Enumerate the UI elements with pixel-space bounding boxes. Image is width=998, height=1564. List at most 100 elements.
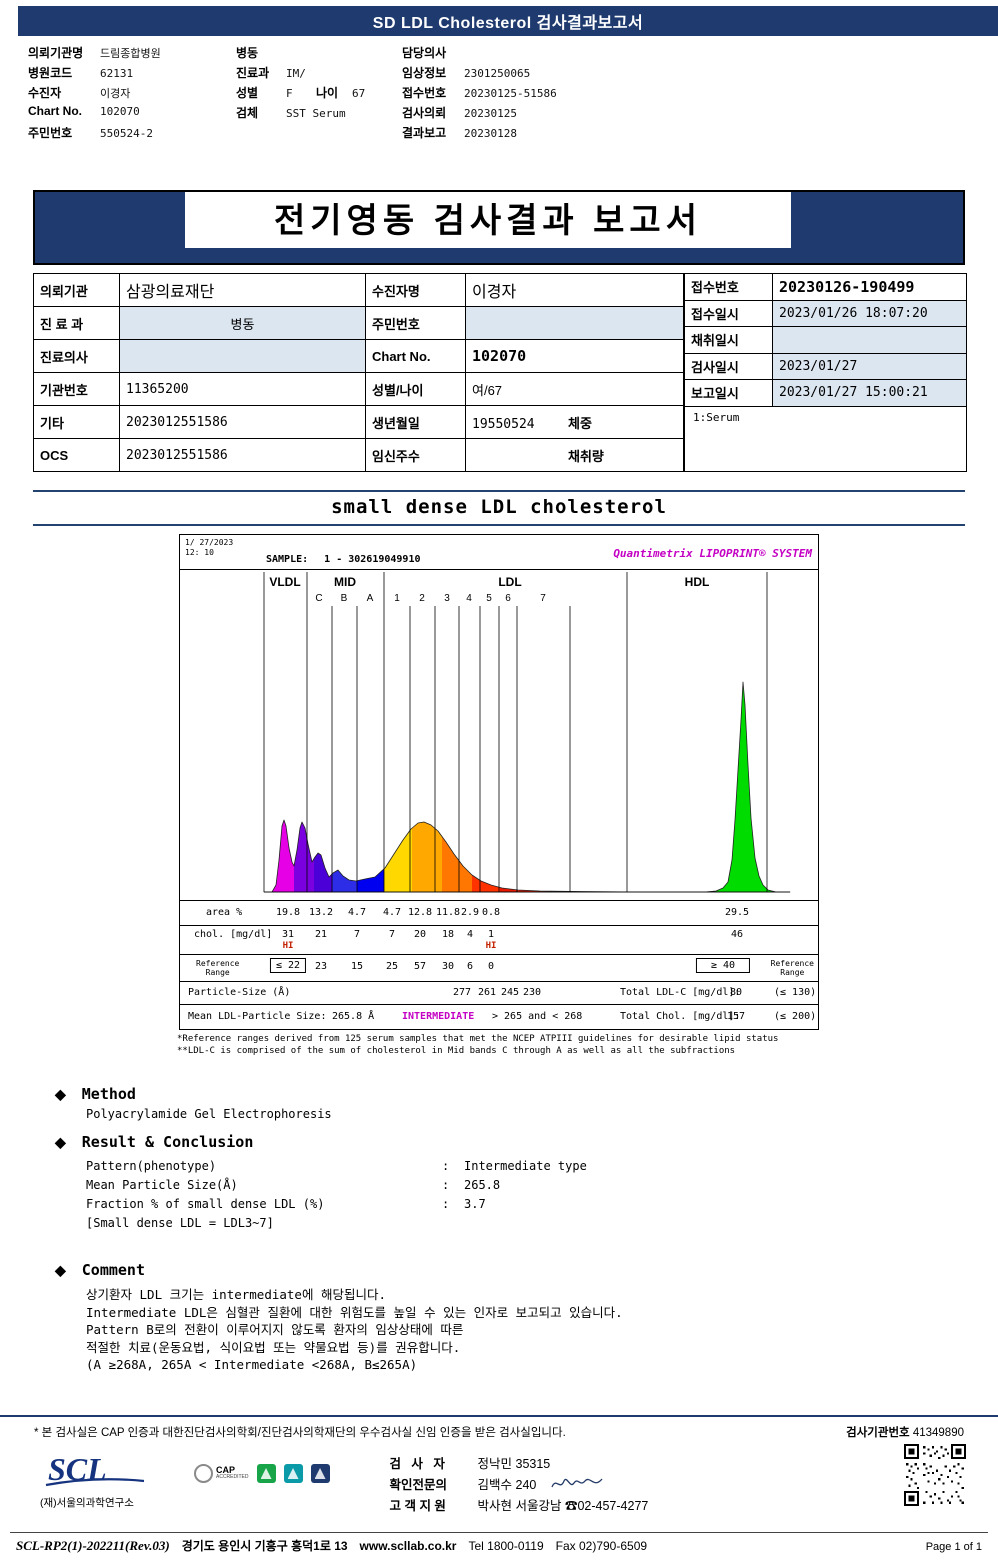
field-label: 병동 [236,46,259,60]
chol-value: 1 [487,929,495,940]
cell-label: 의뢰기관 [33,273,120,307]
patient-info: 의뢰기관명 드림종합병원 병원코드 62131 수진자 이경자 Chart No. 10… [0,36,998,144]
band-label-6: 6 [505,593,511,604]
result-item: Mean Particle Size(Å) : 265.8 [86,1178,998,1197]
sample-value: 1 - 302619049910 [324,554,421,565]
cell-label: 진료의사 [33,339,120,373]
cell-label: 주민번호 [365,306,466,340]
diamond-bullet-icon: ◆ [55,1261,66,1278]
reference-value: 0 [487,961,495,972]
area-value: 11.8 [435,907,461,918]
band-divider-lines [263,572,790,893]
diamond-bullet-icon: ◆ [55,1085,66,1102]
patient-field: 접수번호 20230125-51586 [402,84,557,104]
patient-field: 검사의뢰 20230125 [402,104,557,124]
page-number: Page 1 of 1 [925,1541,982,1553]
chol-value: 20 [413,929,427,940]
cell-label: 접수일시 [684,299,773,328]
total-ldlc-value: 80 [729,987,743,998]
chol-row-label: chol. [mg/dl] [194,929,273,940]
result-note: [Small dense LDL = LDL3~7] [86,1216,274,1230]
lab-website: www.scllab.co.kr [359,1539,457,1553]
field-value: 20230125 [464,107,517,120]
cell-value: 11365200 [119,372,366,406]
band-label-7: 7 [540,593,546,604]
field-label: 검사의뢰 [402,106,447,120]
patient-field: 담당의사 [402,44,557,64]
chol-value: 21 [314,929,328,940]
comment-line: 적절한 치료(운동요법, 식이요법 또는 약물요법 등)를 권유합니다. [86,1339,461,1355]
cell-value: 채취량 [465,438,684,472]
method-heading: ◆ Method [55,1083,998,1105]
chart-footnotes: *Reference ranges derived from 125 serum… [177,1033,821,1057]
particle-row-label: Particle-Size (Å) [188,987,291,998]
total-ldlc-reference: (≤ 130) [774,987,817,998]
table-row: 검사일시 2023/01/27 [684,352,967,381]
lipoprint-chart-box: 1/ 27/2023 12: 10 SAMPLE: 1 - 30261904991… [179,534,819,1030]
accreditation-logo-green-icon [256,1464,276,1483]
table-row: 의뢰기관 삼광의료재단 수진자명 이경자 [33,273,684,307]
band-label-b: B [341,593,348,604]
staff-row-tester: 검 사 자 정낙민 35315 [390,1452,649,1473]
total-ldlc-label: Total LDL-C [mg/dl]: [620,987,741,998]
band-label-5: 5 [486,593,492,604]
colon: : [442,1178,450,1192]
reference-value: 57 [413,961,427,972]
particle-value: 261 [477,987,497,998]
field-value: 20230128 [464,127,517,140]
chol-value: 18 [441,929,455,940]
document-number: SCL-RP2(1)-202211(Rev.03) [16,1538,170,1553]
cap-text: CAP ACCREDITED [216,1465,249,1481]
patient-field: 의뢰기관명 드림종합병원 [28,44,236,64]
reference-range-label-left: Reference Range [196,959,239,977]
group-label-mid: MID [334,575,356,589]
cell-label: 보고일시 [684,379,773,407]
field-label: 담당의사 [402,46,447,60]
result-item-label: Fraction % of small dense LDL (%) [86,1197,325,1211]
reference-label-line2: Range [780,968,805,977]
cell-value: 2023012551586 [119,438,366,472]
cap-sublabel: ACCREDITED [216,1473,249,1480]
footnote-2: **LDL-C is comprised of the sum of chole… [177,1046,736,1056]
comment-line: Intermediate LDL은 심혈관 질환에 대한 위험도를 높일 수 있… [86,1304,623,1320]
report-header-bar: SD LDL Cholesterol 검사결과보고서 [18,6,998,36]
report-header-title: SD LDL Cholesterol 검사결과보고서 [372,15,644,32]
inline-label-volume: 채취량 [568,448,604,464]
reference-value: 25 [385,961,399,972]
area-row-label: area % [206,907,243,918]
mean-size-value: 265.8 Å [332,1011,375,1022]
cell-label: 접수번호 [684,273,773,301]
cell-value: 2023/01/26 18:07:20 [772,299,967,328]
chol-value: 31 [281,929,295,940]
scl-logo-block: SCL (재)서울의과학연구소 [40,1450,190,1510]
field-value: 20230125-51586 [464,87,557,100]
area-value: 12.8 [407,907,433,918]
cell-value: 2023/01/27 15:00:21 [772,379,967,407]
patient-field: Chart No. 102070 [28,104,236,124]
area-value: 19.8 [275,907,301,918]
area-value: 29.5 [724,907,750,918]
group-label-ldl: LDL [498,575,521,589]
method-body: Polyacrylamide Gel Electrophoresis [86,1107,332,1121]
patient-field: 결과보고 20230128 [402,124,557,144]
cert-note: * 본 검사실은 CAP 인증과 대한진단검사의학회/진단검사의학재단의 우수검… [34,1427,566,1439]
staff-value: 정낙민 35315 [477,1457,551,1471]
chart-mean-row: Mean LDL-Particle Size: 265.8 Å INTERMED… [180,1004,818,1029]
chol-value: 7 [388,929,396,940]
cell-value: 삼광의료재단 [119,273,366,307]
chol-value: 4 [466,929,474,940]
field-label: 진료과 [236,66,270,80]
signature-icon [551,1478,603,1487]
staff-value: 김백수 240 [477,1478,537,1492]
cell-value: 여/67 [465,372,684,406]
reference-value: 15 [350,961,364,972]
electrophoresis-report-title: 전기영동 검사결과 보고서 [274,202,702,240]
patient-field: 임상정보 2301250065 [402,64,557,84]
field-label: 검체 [236,106,259,120]
qr-code-icon [904,1444,966,1511]
cell-label: 검사일시 [684,352,773,381]
org-number-label: 검사기관번호 [846,1427,910,1439]
staff-row-support: 고 객 지 원 박사현 서울강남 ☎02-457-4277 [390,1494,649,1515]
patient-field: 병원코드 62131 [28,64,236,84]
method-heading-text: Method [81,1085,136,1103]
